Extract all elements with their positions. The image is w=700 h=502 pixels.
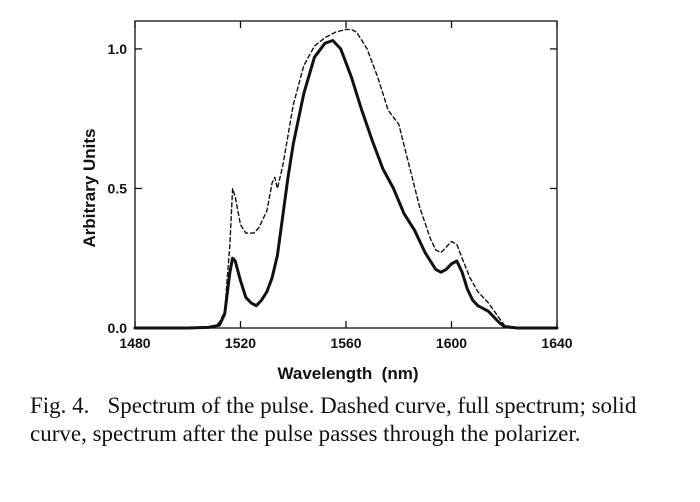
x-tick-label: 1520 xyxy=(225,335,256,351)
y-axis-title: Arbitrary Units xyxy=(80,128,99,247)
x-tick-label: 1640 xyxy=(541,335,572,351)
x-tick-label: 1480 xyxy=(119,335,150,351)
x-tick-label: 1560 xyxy=(330,335,361,351)
y-tick-label: 1.0 xyxy=(108,41,128,57)
x-tick-label: 1600 xyxy=(436,335,467,351)
full-spectrum-line xyxy=(134,28,558,329)
y-tick-label: 0.5 xyxy=(108,180,128,196)
caption-text: Spectrum of the pulse. Dashed curve, ful… xyxy=(30,393,637,447)
plot-layer: 1480 1520 1560 1600 1640 0.0 0.5 1.0 xyxy=(108,20,573,351)
x-axis-title: Wavelength (nm) xyxy=(277,364,418,383)
polarizer-spectrum-line xyxy=(133,39,559,330)
caption-label: Fig. 4. xyxy=(30,393,90,418)
spectrum-chart: 1480 1520 1560 1600 1640 0.0 0.5 1.0 Wavelength… xyxy=(80,20,573,383)
y-tick-label: 0.0 xyxy=(108,320,128,336)
figure-caption: Fig. 4. Spectrum of the pulse. Dashed cur… xyxy=(30,392,670,448)
